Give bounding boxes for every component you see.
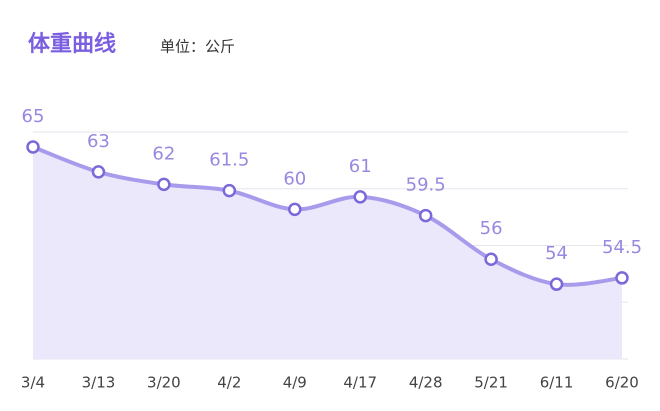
data-label: 56 [480, 218, 503, 239]
point [26, 140, 40, 154]
x-tick-label: 6/11 [540, 374, 574, 392]
line [32, 145, 623, 287]
point [222, 183, 237, 198]
x-tick-label: 4/28 [409, 374, 443, 392]
point [288, 202, 302, 217]
chart-subtitle: 单位：公斤 [160, 38, 235, 56]
point [484, 252, 498, 266]
data-label: 54.5 [602, 237, 642, 258]
x-tick-label: 4/17 [343, 374, 377, 392]
x-tick-label: 3/4 [21, 374, 45, 392]
point [615, 271, 629, 285]
x-tick-label: 3/13 [82, 374, 116, 392]
x-tick-label: 6/20 [605, 374, 639, 392]
chart-title: 体重曲线 [28, 31, 116, 57]
point [157, 177, 171, 192]
area [33, 146, 622, 359]
data-label: 65 [22, 106, 45, 127]
data-label: 59.5 [406, 175, 446, 196]
point [91, 165, 106, 179]
x-tick-label: 4/2 [217, 374, 241, 392]
data-label: 61 [349, 156, 372, 177]
data-label: 60 [283, 168, 306, 189]
data-label: 62 [152, 143, 175, 164]
x-tick-label: 3/20 [147, 374, 181, 392]
x-tick-label: 4/9 [283, 374, 307, 392]
data-label: 54 [545, 243, 568, 264]
data-label: 61.5 [209, 150, 249, 171]
point [549, 277, 564, 291]
data-label: 63 [87, 131, 110, 152]
x-tick-label: 5/21 [474, 374, 508, 392]
point [418, 208, 433, 223]
point [353, 190, 367, 204]
